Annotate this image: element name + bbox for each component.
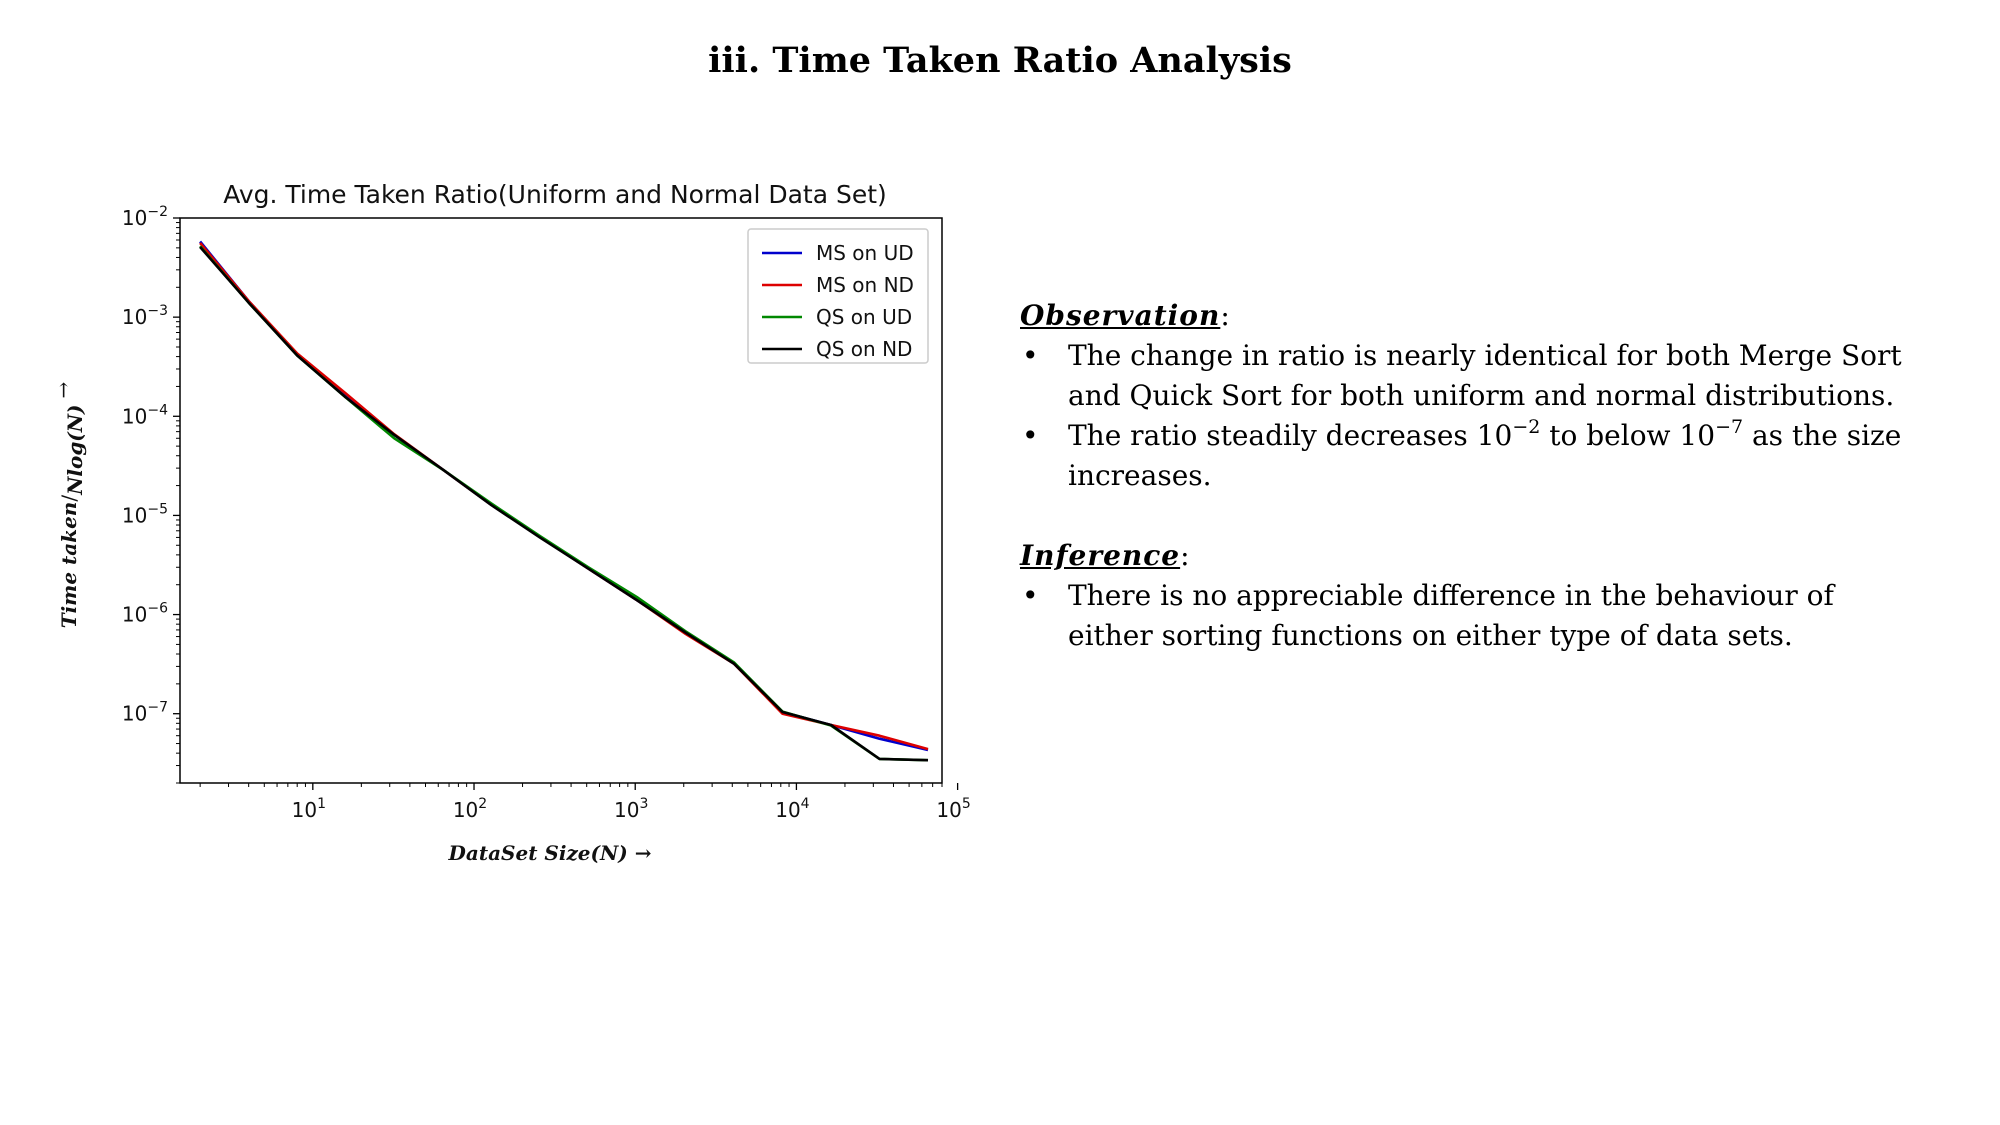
legend-label-4: QS on ND (816, 337, 912, 361)
observation-colon: : (1220, 299, 1230, 332)
y-axis-label-sub: Nlog(N) (63, 404, 87, 495)
series-line-4 (199, 246, 929, 762)
observation-point-1: The change in ratio is nearly identical … (1020, 336, 1920, 416)
y-tick-label: 10−3 (122, 303, 168, 329)
legend-box (747, 228, 929, 364)
y-tick-label: 10−2 (122, 204, 168, 230)
notes-panel: Observation: The change in ratio is near… (1020, 296, 1920, 656)
x-axis-label: DataSet Size(N) → (448, 841, 652, 865)
x-tick-label: 104 (775, 796, 809, 822)
inference-list: There is no appreciable difference in th… (1020, 576, 1920, 656)
legend-label-2: MS on ND (816, 273, 914, 297)
series-lines (199, 240, 929, 762)
x-tick-label: 102 (453, 796, 487, 822)
chart-title: Avg. Time Taken Ratio(Uniform and Normal… (223, 180, 887, 209)
y-axis-label-arrow: → (51, 381, 75, 398)
time-ratio-chart: Avg. Time Taken Ratio(Uniform and Normal… (51, 180, 970, 865)
x-tick-label: 101 (292, 796, 326, 822)
y-axis-label-slash: / (57, 495, 81, 502)
legend-label-1: MS on UD (816, 241, 914, 265)
exp-minus-7: −7 (1715, 416, 1744, 438)
y-tick-label: 10−5 (122, 501, 168, 527)
x-tick-label: 105 (936, 796, 970, 822)
inference-point-1: There is no appreciable difference in th… (1020, 576, 1920, 656)
y-tick-label: 10−7 (122, 700, 168, 726)
y-axis-label-main: Time taken (57, 502, 81, 629)
observation-heading-line: Observation: (1020, 296, 1920, 336)
title-number: iii (708, 40, 748, 81)
plot-frame (179, 217, 943, 784)
legend: MS on UD MS on ND QS on UD QS on ND (747, 228, 929, 364)
page-title: iii. Time Taken Ratio Analysis (0, 40, 2000, 81)
y-tick-label: 10−6 (122, 601, 168, 627)
exp-minus-2: −2 (1512, 416, 1541, 438)
inference-heading-line: Inference: (1020, 536, 1920, 576)
y-tick-label: 10−4 (122, 402, 168, 428)
observation-list: The change in ratio is nearly identical … (1020, 336, 1920, 496)
title-text: . Time Taken Ratio Analysis (747, 40, 1292, 81)
inference-heading: Inference (1020, 539, 1181, 572)
x-tick-label: 103 (614, 796, 648, 822)
legend-label-3: QS on UD (816, 305, 912, 329)
y-axis-label: Time taken/Nlog(N) → (51, 381, 87, 628)
inference-colon: : (1180, 539, 1190, 572)
observation-point-2: The ratio steadily decreases 10−2 to bel… (1020, 416, 1920, 496)
svg-text:Time taken/Nlog(N)→: Time taken/Nlog(N) → (51, 381, 87, 628)
axis-ticks: 101 102 103 104 105 10−2 10−3 10−4 10−5 10−6 10−7 (122, 204, 970, 822)
observation-heading: Observation (1020, 299, 1221, 332)
